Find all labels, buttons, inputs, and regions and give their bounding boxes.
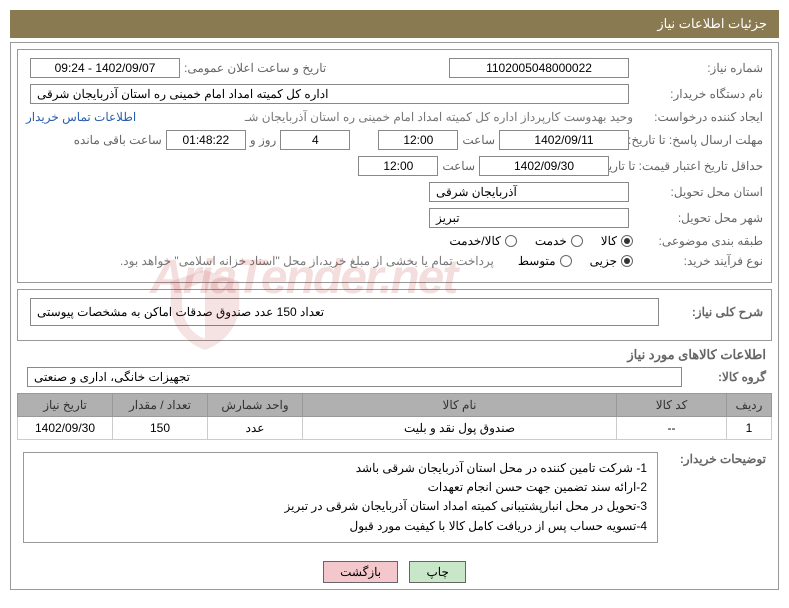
announce-field: 1402/09/07 - 09:24: [30, 58, 180, 78]
th-code: کد کالا: [617, 394, 727, 417]
button-row: چاپ بازگشت: [11, 555, 778, 589]
remaining-label: ساعت باقی مانده: [74, 133, 162, 147]
desc-title-label: شرح کلی نیاز:: [663, 305, 763, 319]
payment-note: پرداخت تمام یا بخشی از مبلغ خرید،از محل …: [120, 254, 494, 268]
requester-label: ایجاد کننده درخواست:: [633, 110, 763, 124]
process-label: نوع فرآیند خرید:: [633, 254, 763, 268]
province-label: استان محل تحویل:: [633, 185, 763, 199]
note-line-1: 1- شرکت تامین کننده در محل استان آذربایج…: [34, 459, 647, 478]
city-field: تبریز: [429, 208, 629, 228]
days-remaining-field: 4: [280, 130, 350, 150]
note-line-3: 3-تحویل در محل انبارپشتیبانی کمیته امداد…: [34, 497, 647, 516]
notes-label: توضیحات خریدار:: [666, 446, 766, 466]
desc-text-field: تعداد 150 عدد صندوق صدقات اماکن به مشخصا…: [30, 298, 659, 326]
cell-unit: عدد: [208, 417, 303, 440]
deadline-label: مهلت ارسال پاسخ: تا تاریخ:: [633, 133, 763, 147]
main-form: شماره نیاز: 1102005048000022 تاریخ و ساع…: [17, 49, 772, 283]
countdown-field: 01:48:22: [166, 130, 246, 150]
contact-buyer-link[interactable]: اطلاعات تماس خریدار: [26, 110, 136, 124]
buyer-org-field: اداره کل کمیته امداد امام خمینی ره استان…: [30, 84, 629, 104]
panel-header: جزئیات اطلاعات نیاز: [10, 10, 779, 38]
radio-both[interactable]: کالا/خدمت: [449, 234, 516, 248]
category-label: طبقه بندی موضوعی:: [633, 234, 763, 248]
radio-medium[interactable]: متوسط: [518, 254, 572, 268]
cell-date: 1402/09/30: [18, 417, 113, 440]
city-label: شهر محل تحویل:: [633, 211, 763, 225]
goods-table: ردیف کد کالا نام کالا واحد شمارش تعداد /…: [17, 393, 772, 440]
radio-service-label: خدمت: [535, 234, 567, 248]
cell-row: 1: [727, 417, 772, 440]
time-label-2: ساعت: [442, 159, 475, 173]
note-line-4: 4-تسویه حساب پس از دریافت کامل کالا با ک…: [34, 517, 647, 536]
panel-title: جزئیات اطلاعات نیاز: [657, 16, 767, 31]
th-row: ردیف: [727, 394, 772, 417]
buyer-notes: 1- شرکت تامین کننده در محل استان آذربایج…: [23, 452, 658, 543]
validity-time-field: 12:00: [358, 156, 438, 176]
print-button[interactable]: چاپ: [409, 561, 465, 583]
radio-service[interactable]: خدمت: [535, 234, 583, 248]
need-number-field: 1102005048000022: [449, 58, 629, 78]
deadline-time-field: 12:00: [378, 130, 458, 150]
validity-label: حداقل تاریخ اعتبار قیمت: تا تاریخ:: [613, 159, 763, 173]
table-row: 1 -- صندوق پول نقد و بلیت عدد 150 1402/0…: [18, 417, 772, 440]
goods-group-field: تجهیزات خانگی، اداری و صنعتی: [27, 367, 682, 387]
th-unit: واحد شمارش: [208, 394, 303, 417]
deadline-date-field: 1402/09/11: [499, 130, 629, 150]
province-field: آذربایجان شرقی: [429, 182, 629, 202]
note-line-2: 2-ارائه سند تضمین جهت حسن انجام تعهدات: [34, 478, 647, 497]
radio-goods-label: کالا: [601, 234, 617, 248]
need-number-label: شماره نیاز:: [633, 61, 763, 75]
goods-group-label: گروه کالا:: [686, 370, 766, 384]
goods-section-title: اطلاعات کالاهای مورد نیاز: [23, 347, 766, 363]
back-button[interactable]: بازگشت: [323, 561, 398, 583]
cell-code: --: [617, 417, 727, 440]
time-label-1: ساعت: [462, 133, 495, 147]
cell-name: صندوق پول نقد و بلیت: [303, 417, 617, 440]
requester-field: وحید بهدوست کارپرداز اداره کل کمیته امدا…: [136, 110, 633, 124]
th-date: تاریخ نیاز: [18, 394, 113, 417]
announce-label: تاریخ و ساعت اعلان عمومی:: [184, 61, 326, 75]
days-label: روز و: [250, 133, 277, 147]
cell-qty: 150: [113, 417, 208, 440]
th-qty: تعداد / مقدار: [113, 394, 208, 417]
validity-date-field: 1402/09/30: [479, 156, 609, 176]
radio-partial[interactable]: جزیی: [590, 254, 633, 268]
th-name: نام کالا: [303, 394, 617, 417]
radio-goods[interactable]: کالا: [601, 234, 633, 248]
radio-both-label: کالا/خدمت: [449, 234, 500, 248]
description-section: شرح کلی نیاز: تعداد 150 عدد صندوق صدقات …: [17, 289, 772, 341]
radio-partial-label: جزیی: [590, 254, 617, 268]
buyer-org-label: نام دستگاه خریدار:: [633, 87, 763, 101]
radio-medium-label: متوسط: [518, 254, 556, 268]
